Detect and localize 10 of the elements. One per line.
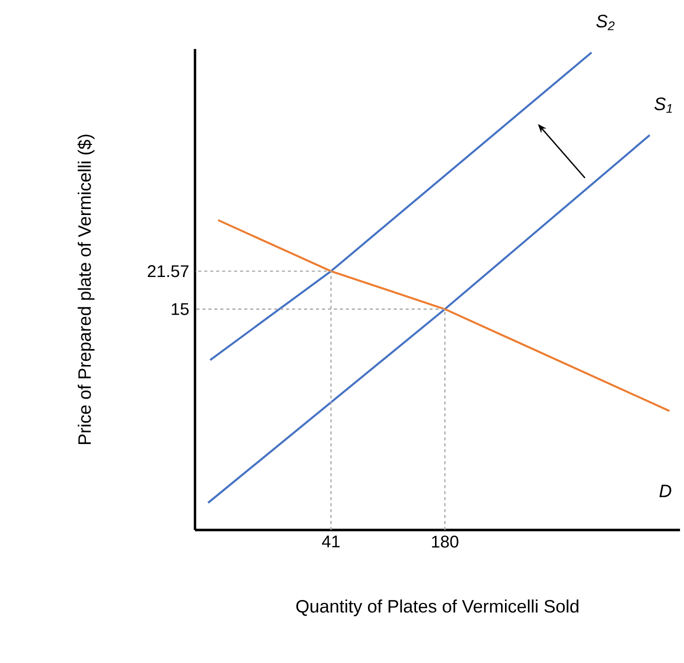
y-tick-label: 21.57	[148, 265, 188, 278]
text: S$_{2}$	[596, 14, 615, 30]
y-axis-title: Price of Prepared plate of Vermicelli ($)	[77, 134, 94, 444]
x-axis-title: Quantity of Plates of Vermicelli Sold	[296, 599, 578, 616]
x-tick-label: 41	[322, 536, 340, 548]
y-tick-label: 15	[172, 303, 189, 316]
annotation: D	[659, 484, 672, 498]
line-series	[217, 219, 670, 412]
x-tick-label: 180	[432, 536, 458, 548]
annotation: S$_{1}$	[654, 98, 672, 113]
